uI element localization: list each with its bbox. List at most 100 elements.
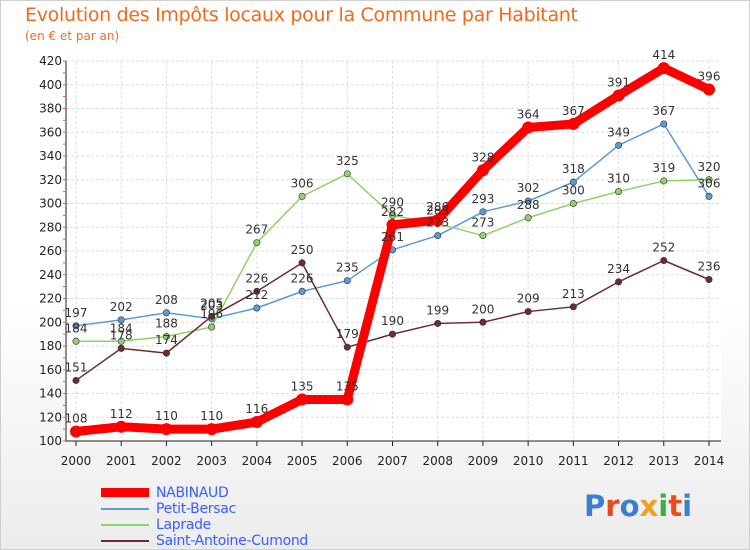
data-point-petit-bersac [615, 141, 623, 149]
x-tick-label: 2002 [151, 454, 182, 468]
y-tick-label: 320 [39, 173, 62, 187]
data-point-petit-bersac [343, 277, 351, 285]
data-point-petit-bersac [660, 120, 668, 128]
x-tick-label: 2001 [106, 454, 137, 468]
data-point-laprade [615, 188, 623, 196]
data-label-petit-bersac: 203 [200, 299, 223, 313]
data-point-nabinaud [70, 425, 82, 438]
data-label-petit-bersac: 212 [245, 288, 268, 302]
data-point-nabinaud [250, 416, 263, 428]
data-point-petit-bersac [434, 232, 442, 240]
data-label-saint-antoine-cumond: 174 [155, 333, 178, 347]
data-label-petit-bersac: 261 [381, 230, 404, 244]
data-label-laprade: 310 [607, 172, 630, 186]
x-tick-label: 2011 [558, 454, 589, 468]
data-label-laprade: 283 [426, 204, 449, 218]
x-tick-label: 2003 [196, 454, 227, 468]
data-label-laprade: 267 [245, 223, 268, 237]
data-label-petit-bersac: 318 [562, 162, 585, 176]
y-tick-label: 380 [39, 102, 62, 116]
data-point-nabinaud [296, 393, 309, 406]
data-label-nabinaud: 282 [381, 205, 404, 219]
data-label-nabinaud: 112 [110, 407, 133, 421]
data-label-nabinaud: 135 [336, 379, 359, 393]
data-point-laprade [479, 232, 487, 240]
y-tick-label: 240 [39, 268, 62, 282]
data-label-petit-bersac: 208 [155, 293, 178, 307]
data-label-nabinaud: 396 [698, 70, 721, 84]
data-label-saint-antoine-cumond: 213 [562, 287, 585, 301]
y-tick-label: 160 [39, 363, 62, 377]
y-tick-label: 280 [39, 220, 62, 234]
data-label-saint-antoine-cumond: 236 [698, 260, 721, 274]
data-point-nabinaud [205, 423, 218, 436]
data-point-nabinaud [341, 393, 354, 406]
y-tick-label: 120 [39, 410, 62, 424]
x-tick-label: 2000 [61, 454, 92, 468]
data-point-laprade [253, 239, 261, 247]
data-point-petit-bersac [524, 197, 532, 205]
legend-label-nabinaud: NABINAUD [156, 485, 229, 501]
data-label-saint-antoine-cumond: 226 [245, 271, 268, 285]
data-point-petit-bersac [298, 287, 306, 295]
data-label-nabinaud: 364 [517, 108, 540, 122]
data-point-saint-antoine-cumond [388, 330, 396, 338]
legend-item-nabinaud: NABINAUD [101, 485, 308, 501]
data-label-nabinaud: 110 [155, 409, 178, 423]
data-point-petit-bersac [72, 322, 80, 330]
data-point-petit-bersac [479, 208, 487, 216]
legend-swatch-laprade [101, 524, 149, 526]
data-label-petit-bersac: 349 [607, 125, 630, 139]
data-point-nabinaud [160, 423, 173, 436]
data-point-laprade [524, 214, 532, 222]
data-point-nabinaud [476, 164, 489, 177]
data-point-laprade [388, 211, 396, 219]
data-label-petit-bersac: 367 [652, 104, 675, 118]
x-tick-label: 2013 [649, 454, 680, 468]
data-label-laprade: 184 [65, 321, 88, 335]
x-tick-label: 2010 [513, 454, 544, 468]
data-label-petit-bersac: 293 [471, 192, 494, 206]
data-label-nabinaud: 286 [426, 200, 449, 214]
data-label-saint-antoine-cumond: 199 [426, 303, 449, 317]
data-point-nabinaud [431, 214, 444, 227]
data-label-saint-antoine-cumond: 190 [381, 314, 404, 328]
y-tick-label: 100 [39, 434, 62, 448]
data-label-petit-bersac: 197 [65, 306, 88, 320]
legend-label-laprade: Laprade [156, 517, 212, 533]
data-label-nabinaud: 116 [245, 402, 268, 416]
data-point-saint-antoine-cumond [162, 349, 170, 357]
x-tick-label: 2006 [332, 454, 363, 468]
data-point-saint-antoine-cumond [117, 344, 125, 352]
data-label-laprade: 319 [652, 161, 675, 175]
data-label-saint-antoine-cumond: 151 [65, 360, 88, 374]
y-tick-label: 360 [39, 125, 62, 139]
data-point-laprade [117, 337, 125, 345]
data-point-petit-bersac [569, 178, 577, 186]
y-tick-label: 200 [39, 315, 62, 329]
data-label-saint-antoine-cumond: 179 [336, 327, 359, 341]
data-label-nabinaud: 328 [471, 150, 494, 164]
data-label-laprade: 325 [336, 154, 359, 168]
data-label-laprade: 288 [517, 198, 540, 212]
data-point-nabinaud [522, 121, 535, 134]
data-label-petit-bersac: 202 [110, 300, 133, 314]
data-point-petit-bersac [253, 304, 261, 312]
y-tick-label: 220 [39, 292, 62, 306]
data-label-saint-antoine-cumond: 252 [652, 241, 675, 255]
data-point-nabinaud [386, 218, 399, 231]
data-point-saint-antoine-cumond [253, 287, 261, 295]
legend-label-petit-bersac: Petit-Bersac [156, 501, 236, 517]
data-label-petit-bersac: 226 [291, 271, 314, 285]
x-tick-label: 2005 [287, 454, 318, 468]
data-point-petit-bersac [705, 192, 713, 200]
data-label-laprade: 306 [291, 176, 314, 190]
data-label-laprade: 320 [698, 160, 721, 174]
data-point-saint-antoine-cumond [660, 256, 668, 264]
data-point-laprade [660, 177, 668, 185]
data-label-nabinaud: 391 [607, 75, 630, 89]
data-point-laprade [298, 192, 306, 200]
legend-item-saint-antoine-cumond: Saint-Antoine-Cumond [101, 533, 308, 549]
data-point-laprade [162, 332, 170, 340]
